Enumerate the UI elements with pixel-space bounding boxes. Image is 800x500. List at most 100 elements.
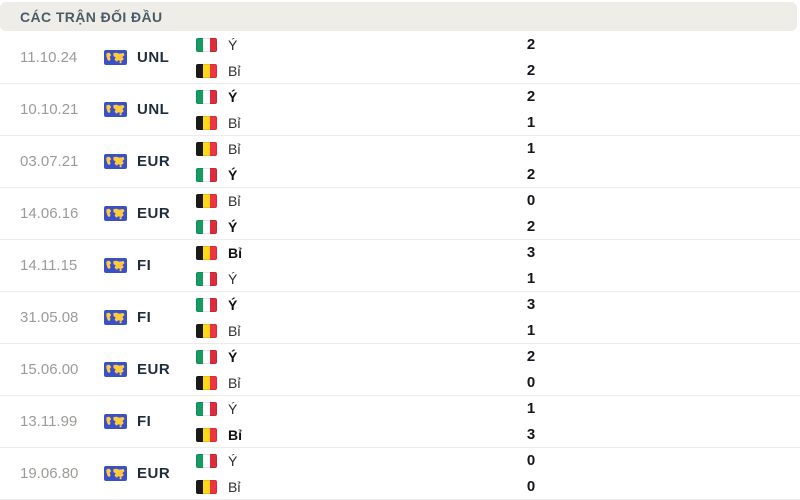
team-flag bbox=[196, 220, 217, 234]
team-score: 0 bbox=[526, 374, 536, 391]
team-flag bbox=[196, 64, 217, 78]
competition-code: FI bbox=[137, 309, 152, 326]
match-row[interactable]: 19.06.80 EUR Ý Bỉ 0 0 bbox=[0, 448, 800, 500]
match-row[interactable]: 11.10.24 UNL Ý Bỉ 2 2 bbox=[0, 32, 800, 84]
match-date: 14.06.16 bbox=[20, 205, 79, 222]
team-name: Ý bbox=[228, 271, 238, 287]
team-flag bbox=[196, 324, 217, 338]
team-name: Ý bbox=[228, 349, 238, 365]
team-name: Ý bbox=[228, 401, 238, 417]
team-score: 2 bbox=[526, 62, 536, 79]
match-row[interactable]: 31.05.08 FI Ý Bỉ 3 1 bbox=[0, 292, 800, 344]
match-row[interactable]: 13.11.99 FI Ý Bỉ 1 3 bbox=[0, 396, 800, 448]
team-score: 2 bbox=[526, 88, 536, 105]
team-score: 1 bbox=[526, 322, 536, 339]
team-name: Ý bbox=[228, 37, 238, 53]
team-line: Bỉ bbox=[196, 427, 242, 443]
team-score: 0 bbox=[526, 452, 536, 469]
team-name: Bỉ bbox=[228, 245, 242, 261]
team-name: Ý bbox=[228, 219, 238, 235]
team-line: Ý bbox=[196, 219, 237, 235]
world-map-icon bbox=[104, 362, 127, 377]
match-row[interactable]: 14.11.15 FI Bỉ Ý 3 1 bbox=[0, 240, 800, 292]
section-header: CÁC TRẬN ĐỐI ĐẦU bbox=[0, 2, 797, 31]
match-row[interactable]: 10.10.21 UNL Ý Bỉ 2 1 bbox=[0, 84, 800, 136]
team-flag bbox=[196, 350, 217, 364]
competition-code: FI bbox=[137, 413, 152, 430]
match-date: 11.10.24 bbox=[20, 49, 78, 66]
team-flag bbox=[196, 298, 217, 312]
team-flag bbox=[196, 142, 217, 156]
team-name: Bỉ bbox=[228, 193, 241, 209]
team-name: Bỉ bbox=[228, 427, 242, 443]
world-map-icon bbox=[104, 102, 127, 117]
team-line: Bỉ bbox=[196, 63, 240, 79]
team-line: Bỉ bbox=[196, 479, 240, 495]
match-date: 03.07.21 bbox=[20, 153, 79, 170]
team-flag bbox=[196, 38, 217, 52]
team-score: 1 bbox=[526, 140, 536, 157]
team-line: Ý bbox=[196, 167, 237, 183]
match-date: 14.11.15 bbox=[20, 257, 78, 274]
team-line: Ý bbox=[196, 271, 237, 287]
world-map-icon bbox=[104, 50, 127, 65]
team-name: Ý bbox=[228, 89, 238, 105]
team-flag bbox=[196, 272, 217, 286]
team-name: Ý bbox=[228, 297, 238, 313]
team-line: Bỉ bbox=[196, 115, 240, 131]
match-row[interactable]: 14.06.16 EUR Bỉ Ý 0 2 bbox=[0, 188, 800, 240]
team-flag bbox=[196, 480, 217, 494]
team-score: 1 bbox=[526, 400, 536, 417]
team-line: Ý bbox=[196, 297, 237, 313]
match-list: 11.10.24 UNL Ý Bỉ 2 2 10.10.21 UNL bbox=[0, 32, 800, 500]
world-map-icon bbox=[104, 206, 127, 221]
team-flag bbox=[196, 454, 217, 468]
team-flag bbox=[196, 168, 217, 182]
competition-code: EUR bbox=[137, 361, 171, 378]
competition-code: UNL bbox=[137, 49, 170, 66]
competition-code: EUR bbox=[137, 205, 171, 222]
world-map-icon bbox=[104, 466, 127, 481]
team-score: 0 bbox=[526, 478, 536, 495]
world-map-icon bbox=[104, 310, 127, 325]
competition-code: EUR bbox=[137, 153, 171, 170]
match-date: 13.11.99 bbox=[20, 413, 78, 430]
team-name: Bỉ bbox=[228, 323, 241, 339]
match-date: 15.06.00 bbox=[20, 361, 79, 378]
match-date: 31.05.08 bbox=[20, 309, 79, 326]
team-score: 3 bbox=[526, 244, 536, 261]
world-map-icon bbox=[104, 154, 127, 169]
team-line: Bỉ bbox=[196, 323, 240, 339]
team-line: Ý bbox=[196, 453, 237, 469]
team-flag bbox=[196, 90, 217, 104]
team-flag bbox=[196, 428, 217, 442]
competition-code: FI bbox=[137, 257, 152, 274]
match-row[interactable]: 03.07.21 EUR Bỉ Ý 1 2 bbox=[0, 136, 800, 188]
team-score: 1 bbox=[526, 270, 536, 287]
team-score: 0 bbox=[526, 192, 536, 209]
team-line: Bỉ bbox=[196, 141, 240, 157]
team-flag bbox=[196, 402, 217, 416]
team-name: Bỉ bbox=[228, 63, 241, 79]
team-flag bbox=[196, 194, 217, 208]
team-flag bbox=[196, 376, 217, 390]
team-name: Ý bbox=[228, 167, 238, 183]
match-row[interactable]: 15.06.00 EUR Ý Bỉ 2 0 bbox=[0, 344, 800, 396]
team-line: Ý bbox=[196, 37, 237, 53]
team-name: Ý bbox=[228, 453, 238, 469]
team-flag bbox=[196, 246, 217, 260]
team-score: 2 bbox=[526, 36, 536, 53]
match-date: 19.06.80 bbox=[20, 465, 79, 482]
team-name: Bỉ bbox=[228, 375, 241, 391]
team-score: 3 bbox=[526, 426, 536, 443]
team-score: 3 bbox=[526, 296, 536, 313]
team-flag bbox=[196, 116, 217, 130]
match-date: 10.10.21 bbox=[20, 101, 79, 118]
team-name: Bỉ bbox=[228, 115, 241, 131]
team-line: Ý bbox=[196, 349, 237, 365]
team-name: Bỉ bbox=[228, 141, 241, 157]
competition-code: EUR bbox=[137, 465, 171, 482]
team-score: 2 bbox=[526, 348, 536, 365]
team-score: 2 bbox=[526, 166, 536, 183]
